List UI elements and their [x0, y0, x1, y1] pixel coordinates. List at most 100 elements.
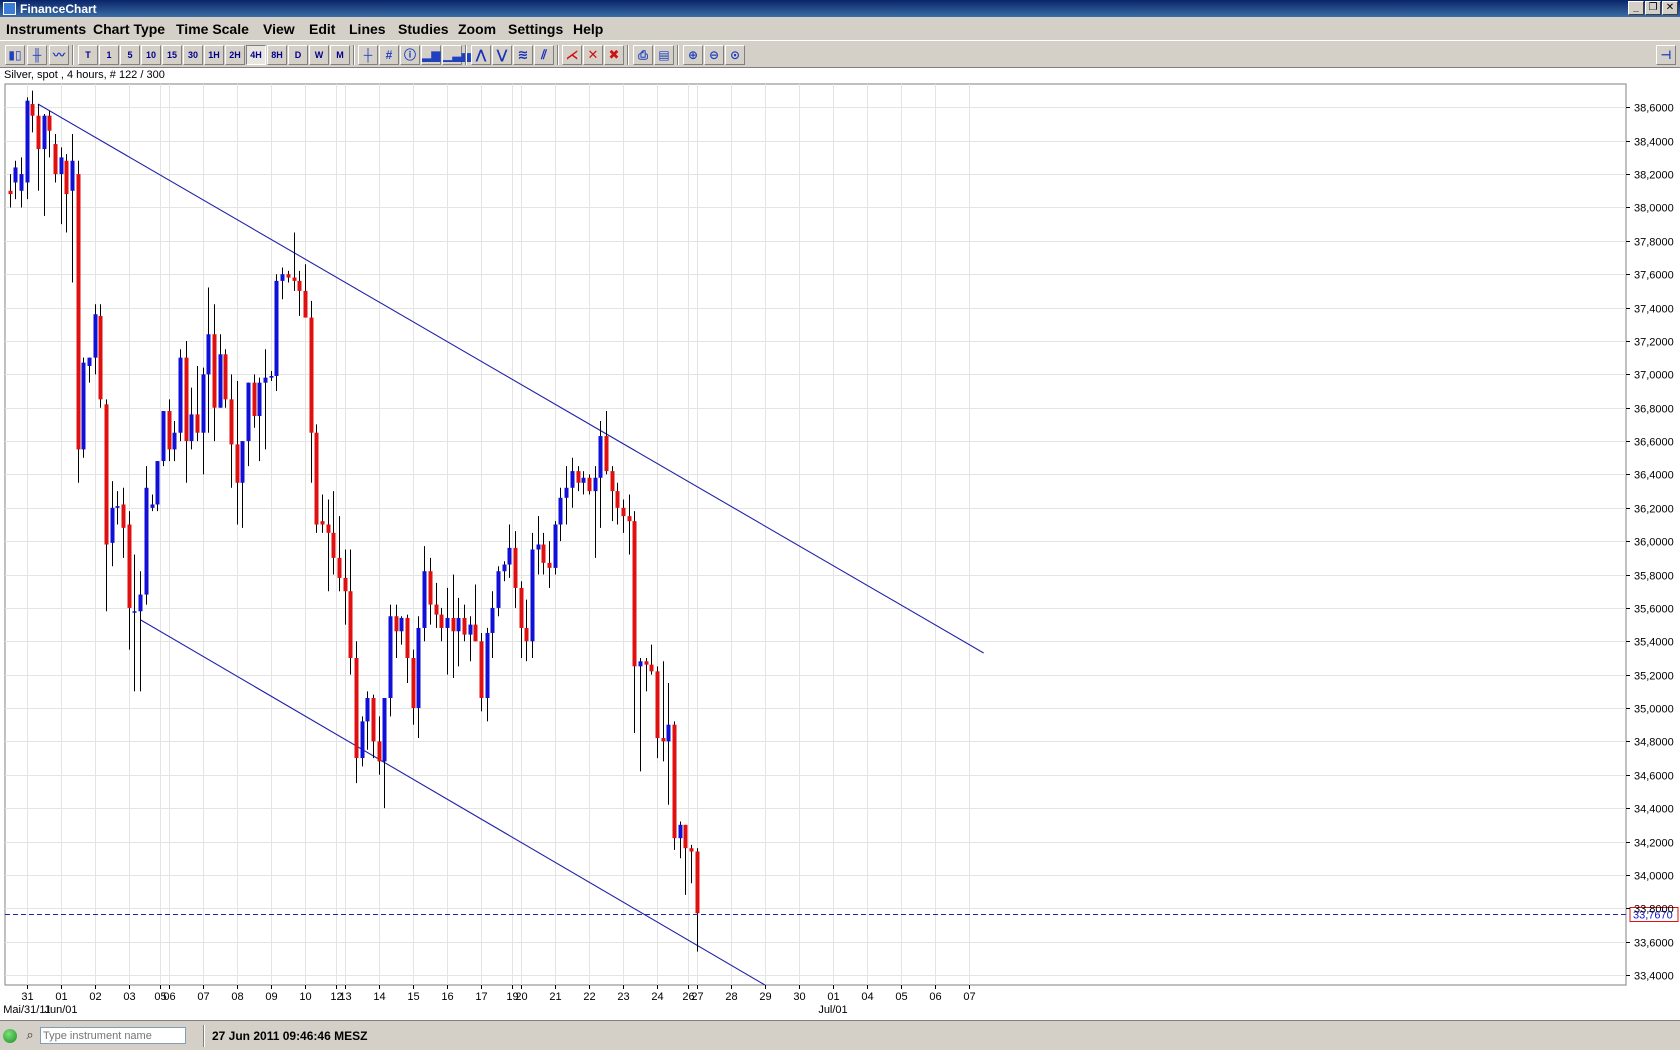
- timeframe-t-button[interactable]: T: [78, 45, 98, 65]
- candle-body-down: [337, 557, 342, 578]
- candle-body-up: [280, 274, 285, 281]
- menu-time-scale[interactable]: Time Scale: [176, 21, 249, 37]
- delete-line-icon[interactable]: ⋌: [562, 45, 582, 65]
- timeframe-30-button[interactable]: 30: [183, 45, 203, 65]
- candle-body-down: [212, 334, 217, 408]
- menu-chart-type[interactable]: Chart Type: [93, 21, 166, 37]
- candle-body-down: [297, 280, 302, 291]
- x-tick-label: 31: [21, 991, 33, 1003]
- candle-body-down: [587, 477, 592, 492]
- candle-body-up: [155, 461, 160, 505]
- candle-body-down: [229, 399, 234, 445]
- zoom-in-icon[interactable]: ⊕: [683, 45, 703, 65]
- candle-body-up: [257, 382, 262, 417]
- y-tick-label: 38,6000: [1634, 103, 1674, 115]
- candle-body-up: [558, 497, 563, 525]
- zoom-reset-icon[interactable]: ⊙: [725, 45, 745, 65]
- connection-status-icon: [3, 1029, 17, 1043]
- candle-body-down: [394, 616, 399, 632]
- y-tick-label: 33,4000: [1634, 971, 1674, 983]
- candle-body-down: [377, 741, 382, 762]
- candle-body-down: [309, 317, 314, 433]
- x-tick-label: 08: [231, 991, 243, 1003]
- parallel-lines-icon[interactable]: ⫽: [534, 45, 554, 65]
- candle-body-up: [59, 157, 64, 175]
- candle-body-down: [371, 698, 376, 742]
- candle-body-up: [507, 547, 512, 565]
- timeframe-10-button[interactable]: 10: [141, 45, 161, 65]
- last-price-box: [1629, 907, 1679, 922]
- toolbar-separator: [557, 45, 559, 65]
- crosshair-icon[interactable]: ┼: [358, 45, 378, 65]
- candle-body-down: [223, 354, 228, 400]
- window-title: FinanceChart: [20, 2, 97, 16]
- candle-body-up: [593, 477, 598, 492]
- candle-body-down: [354, 657, 359, 759]
- menu-edit[interactable]: Edit: [309, 21, 336, 37]
- menu-help[interactable]: Help: [573, 21, 604, 37]
- candle-body-down: [473, 624, 478, 642]
- menu-studies[interactable]: Studies: [398, 21, 449, 37]
- y-tick-label: 35,0000: [1634, 704, 1674, 716]
- timeframe-d-button[interactable]: D: [288, 45, 308, 65]
- y-tick-label: 35,4000: [1634, 637, 1674, 649]
- candle-body-up: [382, 698, 387, 762]
- candle-body-down: [644, 661, 649, 665]
- print-preview-icon[interactable]: ▤: [654, 45, 674, 65]
- candle-body-down: [98, 315, 103, 400]
- status-datetime: 27 Jun 2011 09:46:46 MESZ: [212, 1029, 368, 1043]
- title-bar: FinanceChart _ ❐ ✕: [0, 0, 1680, 17]
- print-icon[interactable]: ⎙: [633, 45, 653, 65]
- y-tick-label: 38,2000: [1634, 170, 1674, 182]
- volume-icon[interactable]: ▂▆: [421, 45, 441, 65]
- pin-icon[interactable]: ⊣: [1656, 45, 1676, 65]
- timeframe-1-button[interactable]: 1: [99, 45, 119, 65]
- grid-icon[interactable]: #: [379, 45, 399, 65]
- instrument-search-input[interactable]: [40, 1027, 186, 1044]
- zoom-out-icon[interactable]: ⊖: [704, 45, 724, 65]
- candle-body-up: [530, 549, 535, 642]
- restore-button[interactable]: ❐: [1645, 1, 1661, 15]
- fibonacci-icon[interactable]: ≋: [513, 45, 533, 65]
- bar-chart-icon[interactable]: ╫: [27, 45, 47, 65]
- trendlines: [37, 103, 984, 985]
- candle-body-up: [678, 824, 683, 839]
- trendline-icon[interactable]: ⋀: [471, 45, 491, 65]
- candle-body-down: [303, 290, 308, 318]
- timeframe-5-button[interactable]: 5: [120, 45, 140, 65]
- candle-body-up: [87, 357, 92, 366]
- candle-body-up: [445, 617, 450, 628]
- timeframe-1h-button[interactable]: 1H: [204, 45, 224, 65]
- timeframe-2h-button[interactable]: 2H: [225, 45, 245, 65]
- delete-icon[interactable]: ✕: [583, 45, 603, 65]
- delete-all-icon[interactable]: ✖: [604, 45, 624, 65]
- candle-body-up: [246, 382, 251, 442]
- candle-body-down: [64, 160, 69, 195]
- timeframe-4h-button[interactable]: 4H: [246, 45, 266, 65]
- menu-zoom[interactable]: Zoom: [458, 21, 497, 37]
- menu-settings[interactable]: Settings: [508, 21, 564, 37]
- chart-area[interactable]: Silver, spot , 4 hours, # 122 / 300 33,7…: [0, 68, 1680, 1020]
- timeframe-8h-button[interactable]: 8H: [267, 45, 287, 65]
- timeframe-15-button[interactable]: 15: [162, 45, 182, 65]
- menu-instruments[interactable]: Instruments: [6, 21, 87, 37]
- price-chart[interactable]: 33,7670 38,6000 38,4000 38,2000 38,0000 37,8…: [0, 68, 1680, 1020]
- channel-icon[interactable]: ⋁: [492, 45, 512, 65]
- search-icon[interactable]: ⌕: [26, 1027, 34, 1042]
- menu-lines[interactable]: Lines: [349, 21, 386, 37]
- menu-view[interactable]: View: [263, 21, 295, 37]
- timeframe-w-button[interactable]: W: [309, 45, 329, 65]
- y-tick-label: 36,4000: [1634, 470, 1674, 482]
- candle-body-up: [416, 627, 421, 709]
- last-price-line: 33,7670: [5, 907, 1679, 922]
- studies-icon[interactable]: ▁▃▅: [442, 45, 471, 65]
- x-tick-label: 19: [506, 991, 518, 1003]
- line-chart-icon[interactable]: 〰: [49, 45, 69, 65]
- candlestick-chart-icon[interactable]: ▮▯: [5, 45, 25, 65]
- minimize-button[interactable]: _: [1628, 1, 1644, 15]
- candle-body-down: [434, 604, 439, 615]
- close-button[interactable]: ✕: [1662, 1, 1678, 15]
- timeframe-m-button[interactable]: M: [330, 45, 350, 65]
- info-icon[interactable]: ⓘ: [400, 45, 420, 65]
- x-tick-label: 05: [895, 991, 907, 1003]
